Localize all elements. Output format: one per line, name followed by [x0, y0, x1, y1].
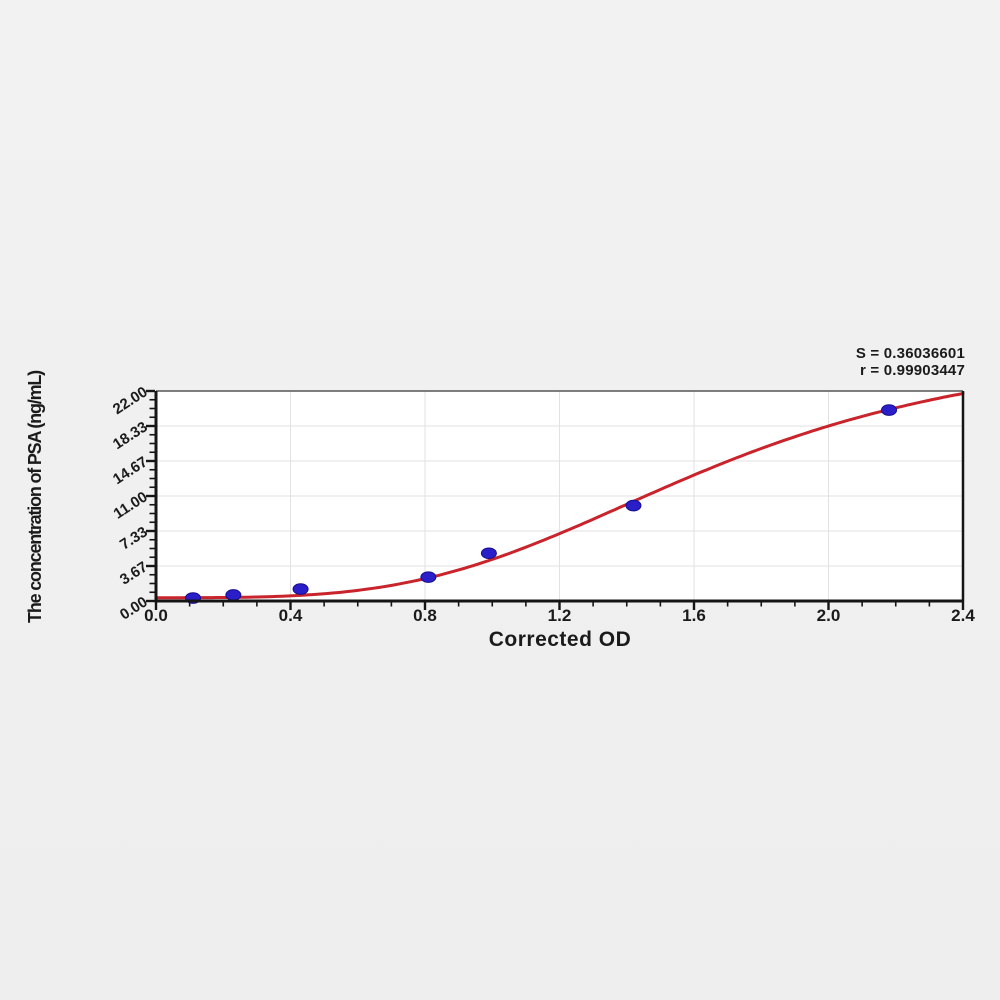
data-point: [225, 589, 242, 601]
data-point: [625, 499, 642, 512]
x-tick-label: 0.0: [144, 606, 168, 625]
x-tick-label: 1.6: [682, 606, 706, 625]
x-tick-label: 2.0: [816, 606, 841, 625]
data-point: [420, 571, 437, 583]
fit-curve: [154, 392, 965, 600]
x-tick-label: 2.4: [951, 606, 975, 625]
plot-area: [146, 389, 965, 610]
data-point: [292, 583, 309, 595]
data-point: [881, 404, 898, 416]
x-tick-label: 0.4: [278, 606, 303, 625]
x-tick-label: 0.8: [413, 606, 437, 625]
x-tick-label: 1.2: [547, 606, 572, 625]
stat-r-value: r = 0.99903447: [860, 362, 965, 379]
x-axis-title: Corrected OD: [488, 628, 632, 651]
stat-s-value: S = 0.36036601: [855, 345, 965, 362]
axis-spines: [154, 391, 963, 603]
y-axis-title: The concentration of PSA (ng/mL): [25, 371, 45, 623]
data-point: [480, 547, 497, 560]
